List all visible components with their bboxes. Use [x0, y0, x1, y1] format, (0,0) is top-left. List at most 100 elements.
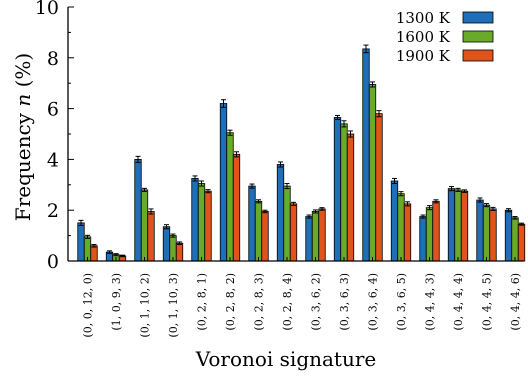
error-bar-2-8	[284, 183, 290, 190]
error-bar-2-9	[313, 209, 318, 214]
y-tick-label: 2	[47, 200, 59, 222]
bar-3-12	[403, 203, 412, 262]
legend-label: 1300 K	[396, 9, 451, 27]
bar-3-15	[489, 208, 497, 262]
bar-3-7	[261, 211, 269, 262]
bar-3-8	[289, 203, 298, 262]
error-bar-1-16	[506, 208, 511, 213]
error-bar-1-8	[278, 161, 283, 168]
x-tick-label: (0, 3, 6, 3)	[338, 273, 351, 331]
y-tick-label: 10	[35, 0, 59, 19]
error-bar-3-11	[376, 110, 382, 118]
error-bar-2-1	[85, 234, 90, 239]
bar-2-6	[226, 132, 234, 262]
y-tick-label: 4	[47, 149, 59, 171]
error-bar-1-10	[335, 114, 340, 121]
error-bar-3-3	[148, 208, 154, 215]
bar-2-13	[425, 207, 434, 262]
error-bar-2-5	[199, 180, 204, 187]
bar-2-14	[454, 189, 462, 262]
bar-1-16	[504, 209, 513, 262]
legend-swatch	[462, 30, 494, 43]
bar-1-8	[276, 164, 285, 262]
error-bar-3-7	[262, 209, 268, 214]
bar-3-14	[460, 190, 469, 262]
x-tick-label: (1, 0, 9, 3)	[110, 273, 123, 331]
error-bar-1-5	[192, 175, 198, 182]
legend-entry-2: 1600 K	[396, 28, 494, 46]
error-bar-2-11	[370, 81, 375, 88]
error-bar-2-6	[227, 129, 233, 136]
error-bar-1-14	[449, 186, 454, 192]
y-axis-label-prefix: Frequency	[11, 107, 35, 222]
x-tick-label: (0, 4, 4, 6)	[509, 273, 522, 331]
legend-label: 1900 K	[396, 47, 451, 65]
bar-2-10	[340, 123, 348, 262]
error-bar-2-16	[512, 216, 518, 220]
bar-1-3	[134, 158, 142, 262]
error-bar-1-12	[392, 177, 397, 185]
error-bar-2-15	[484, 203, 489, 208]
bar-2-9	[311, 211, 320, 262]
bar-2-16	[511, 217, 519, 262]
x-tick-label: (0, 0, 12, 0)	[82, 273, 95, 338]
bar-1-10	[333, 117, 342, 262]
error-bar-1-4	[164, 224, 169, 230]
bar-2-7	[254, 200, 263, 262]
bar-2-8	[283, 185, 291, 262]
bar-3-13	[432, 200, 440, 262]
error-bar-1-9	[306, 214, 312, 219]
error-bar-3-15	[490, 206, 496, 211]
y-tick-label: 6	[47, 99, 59, 121]
bar-1-12	[390, 180, 399, 262]
x-tick-label: (0, 3, 6, 4)	[367, 273, 380, 331]
x-tick-label: (0, 2, 8, 2)	[224, 273, 237, 331]
x-tick-label: (0, 3, 6, 5)	[395, 273, 408, 331]
y-axis-label-suffix: (%)	[11, 53, 35, 94]
bar-1-14	[447, 188, 456, 262]
error-bar-3-12	[405, 201, 410, 207]
bar-3-11	[375, 113, 383, 262]
error-bar-1-11	[363, 44, 369, 54]
error-bar-1-1	[78, 219, 84, 226]
error-bar-3-2	[120, 254, 125, 258]
bar-3-1	[90, 245, 98, 262]
x-tick-label: (0, 4, 4, 4)	[452, 273, 465, 331]
error-bar-1-3	[135, 155, 141, 163]
error-bar-1-15	[477, 197, 483, 203]
error-bar-1-6	[221, 99, 226, 108]
legend-entry-1: 1300 K	[396, 9, 494, 27]
bar-1-1	[77, 222, 85, 262]
bar-2-15	[482, 204, 491, 262]
error-bar-2-14	[455, 187, 461, 192]
error-bar-1-2	[107, 250, 112, 254]
bar-3-3	[147, 211, 155, 262]
y-axis-label: Frequency n (%)	[11, 53, 35, 221]
bar-2-12	[397, 193, 405, 262]
error-bar-2-7	[256, 199, 261, 204]
error-bar-3-6	[234, 151, 239, 158]
ticks-layer: 0 2 4 6 8 10 (0, 0, 12, 0) (1, 0, 9, 3) (0, 1, 1…	[35, 0, 522, 338]
error-bar-3-14	[462, 189, 467, 193]
bar-3-5	[204, 190, 212, 262]
x-tick-label: (0, 3, 6, 2)	[310, 273, 323, 331]
error-bar-3-13	[433, 199, 439, 204]
error-bar-3-1	[91, 243, 97, 248]
y-tick-label: 8	[47, 48, 59, 70]
error-bar-3-10	[348, 130, 353, 138]
error-bar-2-2	[113, 253, 119, 257]
legend-label: 1600 K	[396, 28, 451, 46]
bar-1-11	[362, 48, 370, 262]
error-bar-3-4	[177, 241, 182, 245]
legend-swatch	[462, 49, 494, 62]
bar-2-3	[140, 189, 149, 262]
bar-1-4	[162, 226, 171, 262]
error-bar-3-5	[205, 189, 211, 194]
x-tick-label: (0, 1, 10, 2)	[139, 273, 152, 338]
legend-swatch	[462, 11, 494, 24]
error-bar-1-13	[420, 214, 426, 219]
bar-2-5	[197, 183, 206, 262]
error-bar-3-16	[519, 222, 524, 226]
bar-3-16	[517, 223, 526, 262]
